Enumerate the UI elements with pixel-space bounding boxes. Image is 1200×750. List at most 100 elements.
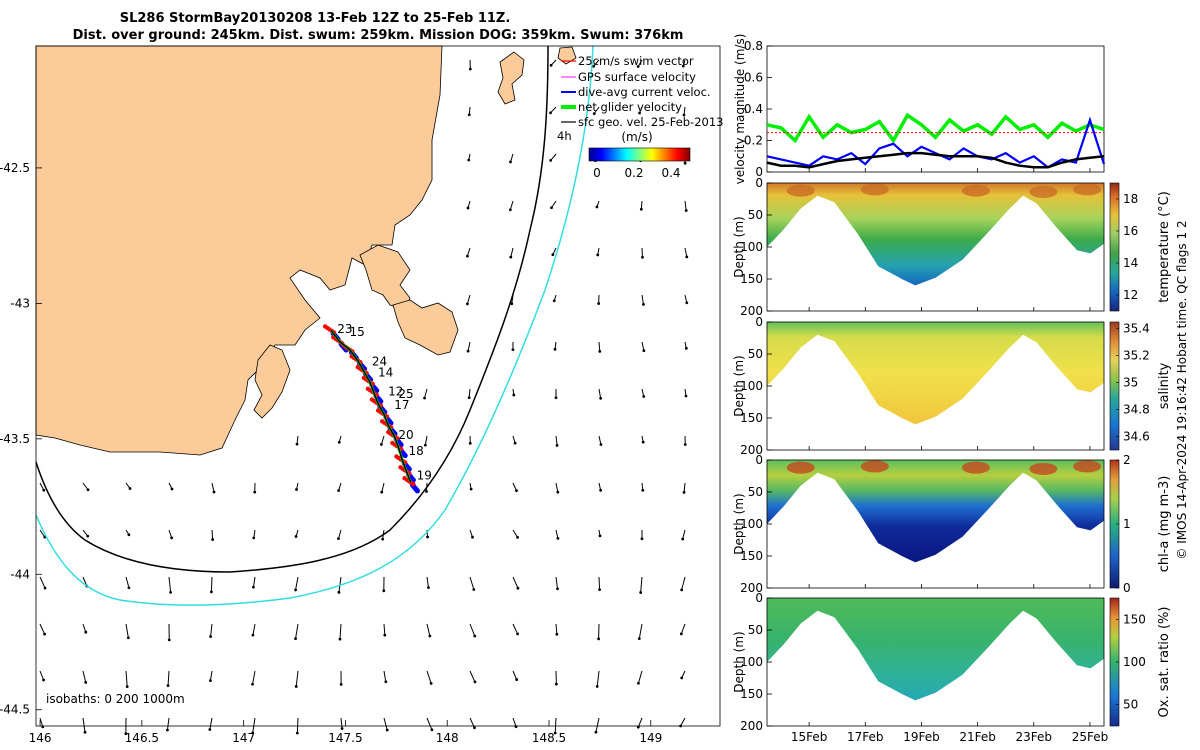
map-xtick: 148 [436, 731, 459, 745]
date-tick: 19Feb [903, 730, 940, 744]
velocity-ytick: 0.4 [744, 102, 763, 116]
cb-tick-0: 0 [593, 166, 601, 180]
legend-dive: dive-avg current veloc. [578, 85, 711, 99]
date-tick: 25Feb [1072, 730, 1109, 744]
map-ytick: -42.5 [0, 161, 30, 175]
colorbar-tick: 34.8 [1123, 403, 1150, 417]
colorbar-tick: 12 [1123, 288, 1138, 302]
velocity-line-sfc_geo [766, 151, 1105, 169]
velocity-ytick: 0.2 [744, 134, 763, 148]
chl-a-ylabel: Depth (m) [732, 493, 746, 554]
depth-tick: 200 [740, 719, 763, 733]
map-xtick: 147 [232, 731, 255, 745]
legend-hour: 4h [557, 129, 572, 143]
temperature-cblabel: temperature (°C) [1157, 191, 1172, 303]
map-xtick: 149 [639, 731, 662, 745]
colorbar-unit: (m/s) [621, 130, 652, 144]
colorbar-tick: 35.4 [1123, 322, 1150, 336]
colorbar-tick: 1 [1123, 517, 1131, 531]
oxygen-data-field [767, 598, 1104, 701]
day-label: 15 [350, 325, 365, 339]
chl-a-data-field [767, 460, 1104, 563]
map-xtick: 146 [29, 731, 52, 745]
legend-swim: 25cm/s swim vector [578, 54, 694, 68]
colorbar-tick: 100 [1123, 655, 1146, 669]
depth-tick: 100 [740, 379, 763, 393]
colorbar-tick: 16 [1123, 224, 1138, 238]
depth-tick: 200 [740, 304, 763, 318]
day-label: 18 [409, 444, 424, 458]
depth-tick: 0 [755, 176, 763, 190]
depth-tick: 150 [740, 411, 763, 425]
day-label: 19 [417, 468, 432, 482]
salinity-data-field [767, 322, 1104, 425]
map-xtick: 148.5 [532, 731, 566, 745]
title-line-1: SL286 StormBay20130208 13-Feb 12Z to 25-… [120, 11, 511, 26]
map-ytick: -43.5 [0, 432, 30, 446]
depth-tick: 50 [748, 208, 763, 222]
velocity-axes [766, 45, 1105, 173]
day-label: 25 [398, 387, 413, 401]
velocity-ylabel: velocity magnitude (m/s) [733, 34, 747, 185]
day-label: 24 [372, 355, 387, 369]
depth-tick: 150 [740, 687, 763, 701]
section-temperature: 0 50 100 150 200 Depth (m) 12 14 16 18 temperature… [732, 176, 1172, 318]
swim-vector-point [411, 481, 416, 487]
date-axis: 15Feb 17Feb 19Feb 21Feb 23Feb 25Feb [791, 168, 1108, 744]
depth-tick: 50 [748, 485, 763, 499]
velocity-ytick: 0 [755, 165, 763, 179]
map-frame [35, 45, 721, 727]
day-label: 17 [394, 398, 409, 412]
map-ytick: -44.5 [0, 703, 30, 717]
colorbar-tick: 18 [1123, 192, 1138, 206]
colorbar-tick: 34.6 [1123, 430, 1150, 444]
depth-tick: 50 [748, 623, 763, 637]
temperature-colorbar [1109, 182, 1120, 312]
colorbar-tick: 150 [1123, 612, 1146, 626]
legend-net: net glider velocity [578, 100, 682, 114]
velocity-line-net_glider [766, 112, 1105, 144]
isobaths-label: isobaths: 0 200 1000m [46, 692, 185, 706]
oxygen-cblabel: Ox. sat. ratio (%) [1157, 607, 1172, 718]
isobath-1000m [35, 45, 594, 606]
depth-tick: 50 [748, 347, 763, 361]
velocity-panel: 0 0.2 0.4 0.6 0.8 velocity magnitude (m/s) [733, 34, 1106, 185]
date-tick: 17Feb [847, 730, 884, 744]
depth-tick: 100 [740, 517, 763, 531]
oxygen-ylabel: Depth (m) [732, 631, 746, 692]
tasman-peninsula [392, 299, 459, 356]
map-ticks: 146 146.5 147 147.5 148 148.5 149 -42.5 -43 -43.5… [0, 161, 662, 745]
day-label: 23 [337, 322, 352, 336]
velocity-ytick: 0.6 [744, 71, 763, 85]
map-legend: 25cm/s swim vector GPS surface velocity … [557, 54, 724, 180]
map-ytick: -43 [10, 296, 30, 310]
colorbar-tick: 0 [1123, 581, 1131, 595]
depth-tick: 150 [740, 272, 763, 286]
depth-tick: 0 [755, 453, 763, 467]
legend-sfc: sfc geo. vel. 25-Feb-2013 [578, 115, 724, 129]
temperature-data-field [767, 183, 1104, 286]
date-tick: 21Feb [959, 730, 996, 744]
depth-tick: 200 [740, 581, 763, 595]
colorbar-tick: 35.2 [1123, 349, 1150, 363]
cb-tick-1: 0.2 [624, 166, 643, 180]
salinity-colorbar [1109, 321, 1120, 451]
map-xtick: 147.5 [328, 731, 362, 745]
temperature-ylabel: Depth (m) [732, 216, 746, 277]
colorbar-tick: 14 [1123, 256, 1138, 270]
isobath-200m [35, 45, 549, 573]
cb-tick-2: 0.4 [661, 166, 680, 180]
glider-track [322, 324, 420, 494]
dive-avg-point [414, 488, 420, 494]
footer-note: © IMOS 14-Apr-2024 19:16:42 Hobart time.… [1175, 220, 1189, 559]
velocity-ticks: 0 0.2 0.4 0.6 0.8 [744, 39, 772, 179]
speed-colorbar [588, 147, 691, 162]
salinity-cblabel: salinity [1157, 362, 1172, 409]
date-tick: 23Feb [1016, 730, 1053, 744]
section-chl-a: 0 50 100 150 200 Depth (m) 0 1 2 chl-a (mg m-3) [732, 453, 1172, 595]
